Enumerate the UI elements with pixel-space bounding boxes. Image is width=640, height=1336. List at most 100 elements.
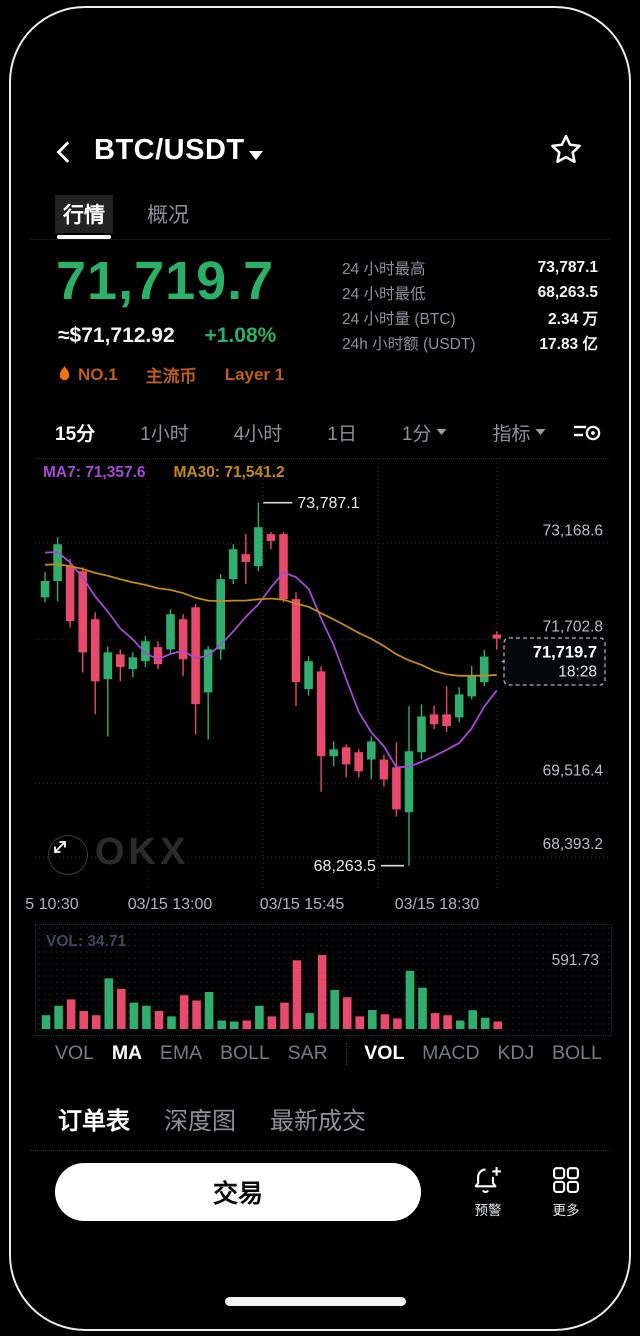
fiat-row: ≈$71,712.92 +1.08% xyxy=(58,324,276,348)
candle-body xyxy=(316,671,326,757)
more-label: 更多 xyxy=(552,1203,580,1218)
y-axis-label: 68,393.2 xyxy=(543,836,603,853)
stat-value: 73,787.1 xyxy=(537,258,598,276)
indicator-divider xyxy=(345,1042,347,1065)
rank-badge: NO.1 xyxy=(57,365,118,385)
pair-title[interactable]: BTC/USDT xyxy=(94,134,245,166)
tab-depth[interactable]: 深度图 xyxy=(164,1108,236,1135)
x-axis-label: 03/15 15:45 xyxy=(259,896,345,913)
stat-row: 24 小时量 (BTC) 2.34 万 xyxy=(342,305,598,330)
volume-canvas xyxy=(41,955,503,1029)
candle-body xyxy=(291,599,301,683)
volume-bar xyxy=(280,1002,289,1029)
price-chart-canvas[interactable]: 73,168.6 71,702.8 69,516.4 68,393.2 73,787.1… xyxy=(35,459,610,891)
candle-body xyxy=(442,714,451,727)
volume-bar xyxy=(342,997,352,1029)
timeframe-4h[interactable]: 4小时 xyxy=(233,423,283,445)
candle-body xyxy=(241,554,251,562)
candle-body xyxy=(178,619,188,660)
stat-value: 68,263.5 xyxy=(537,283,598,301)
ma7-label: MA7: 71,357.6 xyxy=(43,464,146,481)
candle-body xyxy=(90,619,100,682)
indicator-ema[interactable]: EMA xyxy=(159,1042,203,1064)
candle-body xyxy=(492,634,502,639)
price-chart[interactable]: MA7: 71,357.6 MA30: 71,541.2 73,168.6 71,… xyxy=(35,458,610,891)
last-price: 71,719.7 xyxy=(56,251,275,311)
volume-axis-max: 591.73 xyxy=(551,952,599,969)
candle-body xyxy=(429,714,439,725)
volume-bar xyxy=(142,1005,151,1029)
tab-overview[interactable]: 概况 xyxy=(147,204,189,227)
timeframe-15m[interactable]: 15分 xyxy=(55,423,96,445)
candle-body xyxy=(454,694,464,718)
candle-body xyxy=(479,656,489,683)
volume-bar xyxy=(267,1016,277,1029)
volume-bar xyxy=(405,970,415,1029)
volume-bar xyxy=(41,1015,51,1029)
indicator-boll[interactable]: BOLL xyxy=(219,1042,270,1064)
candle-body xyxy=(116,654,125,668)
indicator-kdj[interactable]: KDJ xyxy=(497,1042,535,1064)
bell-plus-icon xyxy=(474,1167,501,1194)
volume-bar xyxy=(455,1020,465,1029)
volume-bar xyxy=(255,1005,264,1029)
tabs-divider xyxy=(30,239,610,240)
indicator-settings-icon[interactable] xyxy=(572,419,602,445)
volume-bar xyxy=(117,988,126,1029)
indicator-macd[interactable]: MACD xyxy=(422,1042,480,1064)
volume-bar xyxy=(443,1015,452,1029)
volume-bar xyxy=(355,1016,364,1029)
volume-bar xyxy=(493,1021,503,1029)
volume-bar xyxy=(229,1021,239,1029)
ma30-label: MA30: 71,541.2 xyxy=(173,464,285,481)
more-button[interactable]: 更多 xyxy=(538,1165,594,1219)
stat-row: 24 小时最低 68,263.5 xyxy=(342,280,598,305)
y-axis-label: 73,168.6 xyxy=(543,522,603,539)
stat-label: 24h 小时额 (USDT) xyxy=(342,335,476,353)
stat-value: 17.83 亿 xyxy=(539,335,598,353)
indicator-sar[interactable]: SAR xyxy=(287,1042,328,1064)
indicator-bar: VOL MA EMA BOLL SAR VOL MACD KDJ BOLL xyxy=(55,1042,602,1065)
volume-bar xyxy=(330,989,339,1029)
tab-orderbook[interactable]: 订单表 xyxy=(58,1108,130,1135)
favorite-star-icon[interactable] xyxy=(549,133,583,167)
indicator-menu[interactable]: 指标 xyxy=(492,419,546,446)
y-axis-label: 69,516.4 xyxy=(543,762,604,779)
timeframe-bar: 15分 1小时 4小时 1日 1分 指标 xyxy=(55,416,602,448)
stat-label: 24 小时最低 xyxy=(342,285,426,303)
trade-button[interactable]: 交易 xyxy=(55,1163,421,1221)
caret-down-icon[interactable] xyxy=(248,149,264,161)
caret-down-icon xyxy=(535,429,546,435)
layer-badge: Layer 1 xyxy=(224,364,285,384)
volume-bar xyxy=(317,955,327,1029)
timeframe-1h[interactable]: 1小时 xyxy=(140,423,189,445)
back-button[interactable] xyxy=(52,137,78,165)
price-alert-button[interactable]: 预警 xyxy=(460,1165,516,1219)
volume-pane[interactable]: VOL: 34.71 591.73 xyxy=(35,924,612,1036)
ma7-line xyxy=(44,551,498,769)
stat-label: 24 小时量 (BTC) xyxy=(342,310,456,328)
indicator-vol-main[interactable]: VOL xyxy=(55,1042,95,1064)
change-24h: +1.08% xyxy=(204,324,277,347)
x-axis-label: 03/15 18:30 xyxy=(394,896,480,913)
indicator-ma[interactable]: MA xyxy=(111,1042,143,1064)
volume-bar xyxy=(79,1011,88,1029)
indicator-vol-sub[interactable]: VOL xyxy=(364,1042,405,1064)
home-indicator xyxy=(225,1297,406,1306)
page-tabs: 行情 概况 xyxy=(55,195,197,239)
fullscreen-button[interactable] xyxy=(48,835,88,875)
volume-bar xyxy=(129,1002,139,1029)
candle-body xyxy=(78,571,87,653)
indicator-boll-sub[interactable]: BOLL xyxy=(552,1042,602,1064)
last-price-box xyxy=(503,637,606,686)
candle-body xyxy=(40,581,50,598)
candle-body xyxy=(329,749,338,757)
volume-bar xyxy=(204,992,214,1029)
volume-bar xyxy=(305,1013,314,1029)
timeframe-dropdown[interactable]: 1分 xyxy=(402,419,448,446)
tab-quotes[interactable]: 行情 xyxy=(55,195,113,239)
timeframe-1d[interactable]: 1日 xyxy=(327,423,357,445)
candle-body xyxy=(228,549,238,580)
candle-body xyxy=(341,747,351,765)
tab-trades[interactable]: 最新成交 xyxy=(270,1108,366,1135)
